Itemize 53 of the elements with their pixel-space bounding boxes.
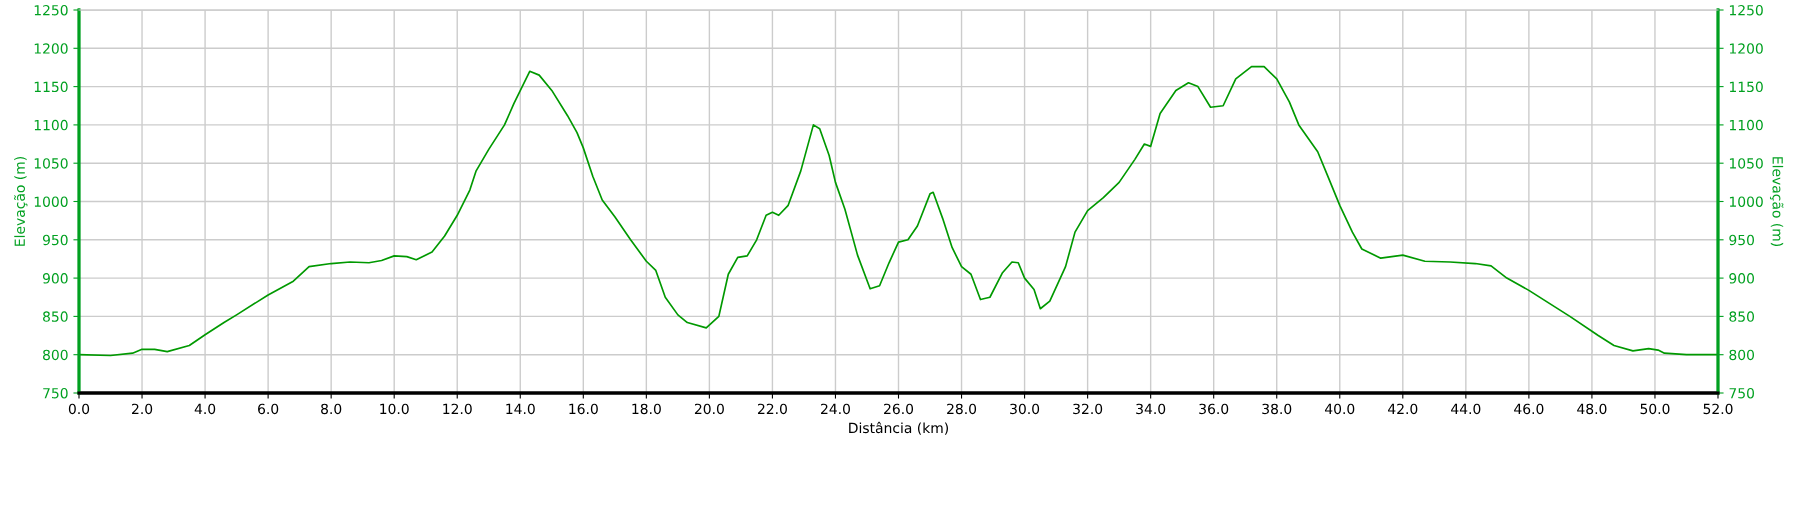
y2-tick-label: 800 xyxy=(1729,349,1754,361)
x-tick-label: 20.0 xyxy=(694,403,724,415)
x-tick-label: 38.0 xyxy=(1262,403,1292,415)
x-tick-label: 22.0 xyxy=(757,403,787,415)
x-tick-label: 4.0 xyxy=(194,403,216,415)
y-tick-label: 900 xyxy=(42,273,68,284)
x-tick-label: 10.0 xyxy=(380,403,409,415)
x-tick-label: 44.0 xyxy=(1451,403,1481,415)
y-tick-label: 1250 xyxy=(34,4,68,16)
y2-tick-label: 1200 xyxy=(1729,43,1763,54)
y2-tick-label: 1050 xyxy=(1729,158,1763,169)
y2-tick-label: 1250 xyxy=(1729,4,1763,16)
y-tick-label: 1100 xyxy=(34,119,68,131)
x-tick-label: 2.0 xyxy=(132,403,153,415)
x-tick-label: 52.0 xyxy=(1703,403,1733,415)
x-tick-label: 12.0 xyxy=(443,403,472,415)
x-tick-label: 42.0 xyxy=(1388,403,1418,415)
x-tick-label: 36.0 xyxy=(1199,403,1229,415)
y-tick-label: 950 xyxy=(42,234,68,246)
y-tick-label: 1050 xyxy=(34,158,68,169)
y2-tick-label: 850 xyxy=(1729,311,1754,322)
x-tick-label: 40.0 xyxy=(1324,403,1355,415)
y-axis-title: Elevação (m) xyxy=(14,157,28,246)
x-tick-label: 26.0 xyxy=(884,403,914,415)
y2-tick-label: 950 xyxy=(1729,234,1754,246)
x-tick-label: 14.0 xyxy=(506,403,535,415)
x-tick-label: 48.0 xyxy=(1577,403,1607,415)
y2-tick-label: 900 xyxy=(1729,273,1754,284)
line-series xyxy=(79,65,1718,357)
y-tick-label: 750 xyxy=(43,387,68,399)
x-tick-label: 6.0 xyxy=(258,403,279,415)
x-tick-label: 24.0 xyxy=(821,403,850,415)
x-tick-label: 8.0 xyxy=(321,403,342,415)
x-tick-label: 32.0 xyxy=(1073,403,1103,415)
x-tick-label: 30.0 xyxy=(1010,403,1040,415)
y2-tick-label: 1000 xyxy=(1729,196,1763,207)
x-tick-label: 50.0 xyxy=(1640,403,1670,415)
y-tick-label: 1150 xyxy=(34,81,68,93)
x-tick-label: 28.0 xyxy=(947,403,977,415)
y2-tick-label: 1150 xyxy=(1729,81,1763,93)
x-tick-label: 46.0 xyxy=(1514,403,1544,415)
y-tick-label: 800 xyxy=(43,349,68,361)
x-axis-title: Distância (km) xyxy=(849,421,948,435)
x-tick-label: 18.0 xyxy=(632,403,661,415)
x-tick-label: 0.0 xyxy=(68,403,90,415)
y2-tick-label: 750 xyxy=(1729,387,1754,399)
y2-axis-title: Elevação (m) xyxy=(1769,157,1784,246)
x-tick-label: 16.0 xyxy=(569,403,598,415)
x-tick-label: 34.0 xyxy=(1136,403,1166,415)
y-tick-label: 850 xyxy=(43,311,68,322)
y2-tick-label: 1100 xyxy=(1729,119,1763,131)
y-tick-label: 1000 xyxy=(34,196,68,207)
y-tick-label: 1200 xyxy=(34,43,68,54)
